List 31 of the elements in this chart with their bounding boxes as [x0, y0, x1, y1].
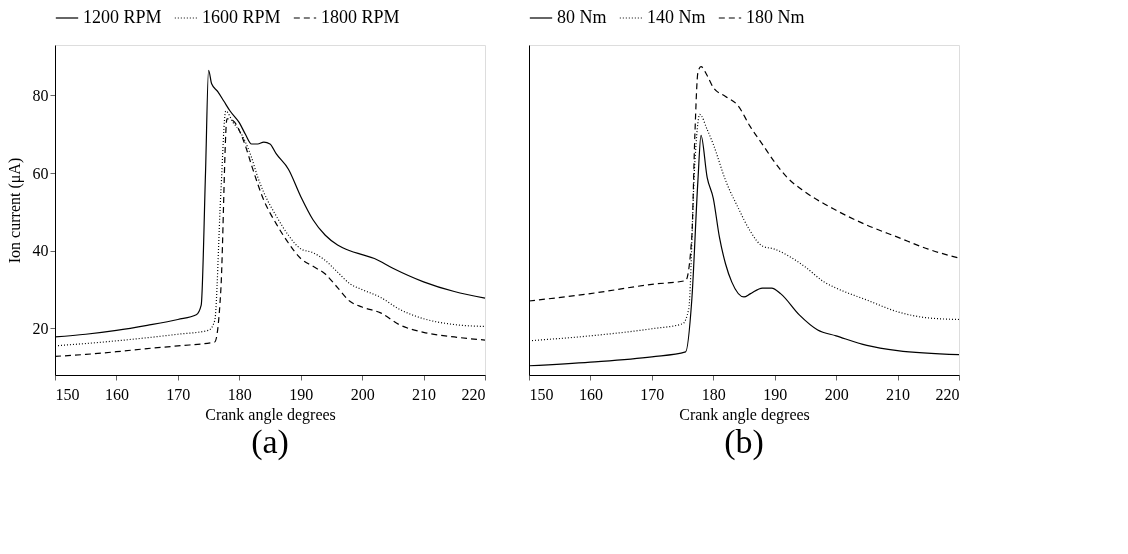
legend-label: 1800 RPM [321, 7, 400, 27]
legend-label: 140 Nm [647, 7, 706, 27]
y-tick-label: 80 [32, 86, 49, 104]
legend-label: 1600 RPM [202, 7, 281, 27]
x-tick-label: 190 [289, 385, 314, 403]
text: (b) [724, 423, 764, 461]
x-axis-title: Crank angle degrees [679, 405, 810, 424]
legend-label: 1200 RPM [83, 7, 162, 27]
y-axis-title: Ion current (μA) [5, 157, 24, 264]
x-tick-label: 190 [763, 385, 788, 403]
x-tick-label: 220 [461, 385, 486, 403]
legend-label: 80 Nm [557, 7, 607, 27]
y-tick-label: 60 [32, 164, 49, 182]
x-tick-label: 200 [350, 385, 375, 403]
text: (a) [251, 423, 289, 461]
x-tick-label: 160 [104, 385, 129, 403]
legend-label: 180 Nm [746, 7, 805, 27]
x-tick-label: 200 [824, 385, 849, 403]
x-tick-label: 210 [412, 385, 437, 403]
x-tick-label: 220 [935, 385, 960, 403]
y-tick-label: 40 [32, 242, 49, 260]
x-tick-label: 170 [166, 385, 191, 403]
x-tick-label: 180 [227, 385, 252, 403]
x-tick-label: 150 [529, 385, 554, 403]
x-axis-title: Crank angle degrees [205, 405, 336, 424]
y-tick-label: 20 [32, 319, 49, 337]
x-tick-label: 180 [701, 385, 726, 403]
x-tick-label: 160 [578, 385, 603, 403]
x-tick-label: 170 [640, 385, 665, 403]
x-tick-label: 150 [55, 385, 80, 403]
x-tick-label: 210 [886, 385, 911, 403]
